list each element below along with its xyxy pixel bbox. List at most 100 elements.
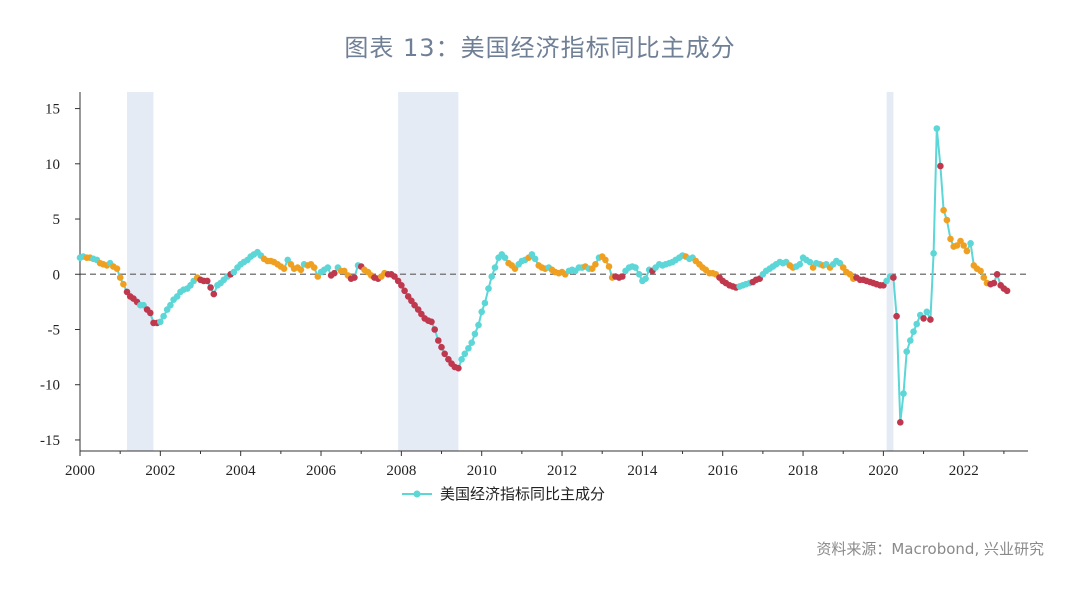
data-point-97 [401,287,408,295]
data-point-252 [920,315,927,322]
x-tick-label-3: 2006 [306,463,337,479]
legend: 美国经济指标同比主成分 [402,485,605,503]
data-point-100 [411,301,418,309]
data-point-79 [341,267,348,275]
data-point-39 [207,284,214,291]
data-point-166 [632,264,639,271]
x-tick-label-6: 2012 [547,463,577,479]
data-point-46 [230,268,238,276]
axes: 15 10 5 0 -5 -10 -15 2000 2002 2004 2006 2008 2010 20… [40,92,1028,479]
data-point-119 [475,321,482,329]
data-point-124 [491,264,499,271]
data-point-245 [897,419,904,426]
data-point-154 [592,261,599,268]
legend-marker-swatch [413,490,421,498]
data-point-61 [280,265,288,273]
data-point-246 [900,390,907,397]
data-point-256 [933,125,941,132]
data-point-250 [913,320,920,328]
data-point-66 [297,266,305,274]
data-point-158 [605,263,613,270]
data-point-117 [468,339,476,347]
data-point-266 [967,240,974,247]
data-point-21 [147,309,154,317]
y-tick-label-5: -10 [40,378,60,394]
data-point-38 [204,277,211,285]
data-point-106 [431,326,439,333]
x-tick-label-1: 2002 [145,463,175,479]
recession-band-0 [126,92,154,451]
data-point-274 [993,271,1001,278]
series-line [79,128,1008,423]
data-point-277 [1003,287,1011,295]
x-tick-label-7: 2014 [627,463,658,479]
y-tick-label-0: 15 [45,102,60,118]
x-tick-label-10: 2020 [868,463,898,479]
chart-title: 图表 13：美国经济指标同比主成分 [344,34,736,62]
data-point-169 [642,275,649,283]
data-point-247 [903,348,910,355]
data-point-167 [635,271,643,278]
legend-label: 美国经济指标同比主成分 [440,485,605,503]
x-tick-label-11: 2022 [949,463,979,479]
data-point-76 [331,269,338,277]
data-point-121 [481,299,489,307]
data-point-120 [478,308,486,316]
data-point-70 [310,264,318,271]
data-point-74 [324,264,332,271]
data-point-113 [455,364,462,372]
data-point-255 [930,250,937,257]
data-point-123 [488,273,496,280]
data-point-244 [893,312,900,320]
data-point-19 [140,301,147,309]
source-note: 资料来源：Macrobond, 兴业研究 [816,540,1044,558]
data-point-260 [947,235,954,243]
y-tick-label-3: 0 [53,267,61,283]
data-point-40 [210,290,218,298]
data-point-130 [511,265,519,273]
recession-bands [126,92,894,451]
data-point-96 [398,282,405,289]
x-tick-label-4: 2008 [386,463,416,479]
y-tick-label-2: 5 [53,212,61,228]
data-point-157 [602,256,609,264]
data-point-115 [461,350,469,358]
data-point-249 [910,328,917,336]
data-point-109 [441,350,449,358]
data-point-265 [963,247,971,255]
data-point-262 [953,242,961,249]
data-point-218 [806,258,814,266]
data-point-253 [923,308,931,316]
data-point-94 [391,273,398,280]
data-point-11 [113,265,121,273]
recession-band-1 [398,92,459,451]
data-point-243 [890,274,897,281]
y-tick-label-6: -15 [40,433,60,449]
data-point-25 [160,312,167,320]
data-point-259 [943,216,951,224]
data-point-24 [157,318,164,326]
x-tick-label-9: 2018 [788,463,818,479]
data-point-241 [883,277,890,285]
x-tick-label-0: 2000 [65,463,95,479]
data-point-162 [619,273,626,280]
data-point-116 [465,345,472,352]
y-tick-label-1: 10 [45,157,60,173]
data-point-13 [120,280,127,288]
y-tick-label-4: -5 [48,322,61,338]
data-point-114 [458,356,465,363]
data-point-12 [116,274,124,281]
data-point-118 [471,330,479,338]
data-point-82 [351,274,358,281]
x-tick-label-2: 2004 [226,463,257,479]
data-point-269 [977,267,984,275]
data-point-127 [501,254,509,261]
data-point-254 [927,316,934,323]
data-point-136 [531,255,539,263]
data-point-108 [438,343,445,351]
data-point-270 [980,274,988,281]
recession-band-2 [886,92,894,451]
data-point-27 [167,301,174,309]
data-point-273 [990,279,998,287]
